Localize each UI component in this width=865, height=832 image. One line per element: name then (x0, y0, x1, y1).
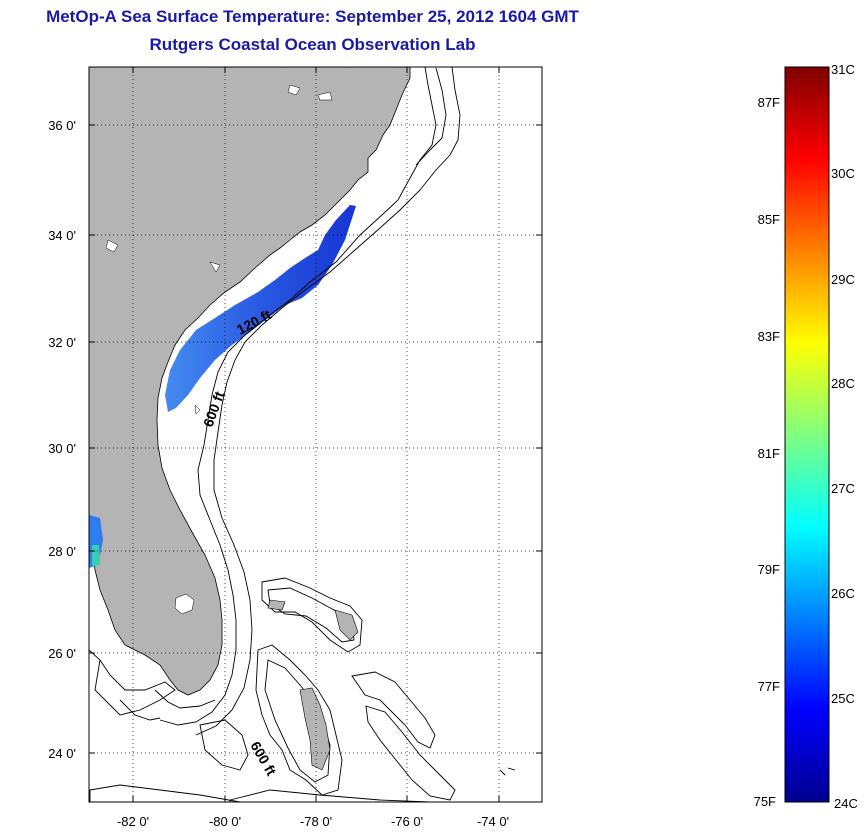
map-area (89, 67, 542, 802)
lat-label: 36 0' (48, 118, 76, 133)
lat-label: 34 0' (48, 228, 76, 243)
lon-label: -80 0' (209, 814, 241, 829)
sst-swath-warm-patch (92, 545, 100, 566)
colorbar-label-f: 87F (758, 95, 780, 110)
lon-label: -78 0' (300, 814, 332, 829)
colorbar-label-c: 29C (831, 272, 855, 287)
bathymetry-contours-shelf (119, 67, 461, 736)
bathymetry-contours-bahamas (89, 577, 516, 802)
map-title: MetOp-A Sea Surface Temperature: Septemb… (46, 7, 579, 26)
colorbar-label-f: 75F (754, 794, 776, 809)
lat-label: 32 0' (48, 335, 76, 350)
colorbar-label-c: 25C (831, 691, 855, 706)
colorbar-label-c: 31C (831, 62, 855, 77)
colorbar-celsius-labels: 31C 30C 29C 28C 27C 26C 25C 24C (831, 62, 858, 811)
lat-label: 30 0' (48, 441, 76, 456)
colorbar-label-f: 85F (758, 212, 780, 227)
us-southeast-landmass (89, 67, 411, 696)
sst-swath (165, 205, 356, 412)
graticule (89, 67, 542, 802)
colorbar-label-c: 26C (831, 586, 855, 601)
lat-label: 24 0' (48, 746, 76, 761)
colorbar-label-c: 24C (834, 796, 858, 811)
colorbar-label-c: 28C (831, 376, 855, 391)
axis-ticks (89, 67, 542, 802)
colorbar-label-f: 83F (758, 329, 780, 344)
colorbar (784, 66, 830, 803)
bahamas-islands (267, 599, 359, 771)
colorbar-label-c: 30C (831, 166, 855, 181)
inland-lakes (105, 84, 333, 615)
colorbar-label-f: 81F (758, 446, 780, 461)
lon-label: -74 0' (477, 814, 509, 829)
map-subtitle: Rutgers Coastal Ocean Observation Lab (149, 35, 476, 54)
colorbar-label-f: 77F (758, 679, 780, 694)
colorbar-label-c: 27C (831, 481, 855, 496)
lon-label: -76 0' (391, 814, 423, 829)
colorbar-fahrenheit-labels: 87F 85F 83F 81F 79F 77F 75F (754, 95, 780, 809)
lat-label: 28 0' (48, 544, 76, 559)
colorbar-label-f: 79F (758, 562, 780, 577)
lon-label: -82 0' (117, 814, 149, 829)
lat-label: 26 0' (48, 646, 76, 661)
